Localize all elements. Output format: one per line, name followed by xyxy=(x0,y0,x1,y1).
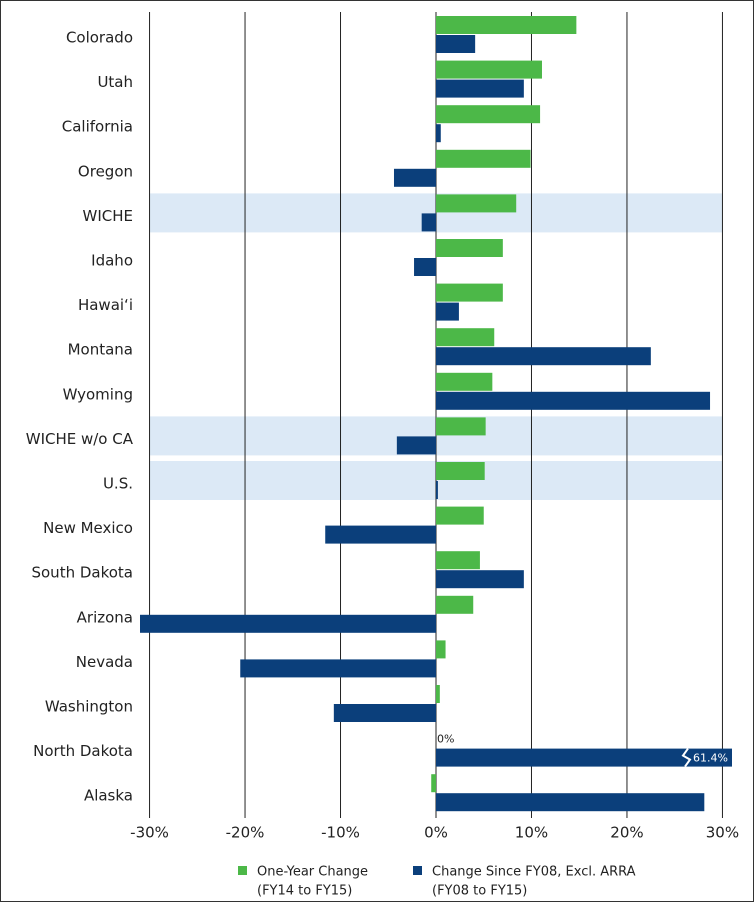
category-label: Washington xyxy=(45,698,133,716)
bar xyxy=(436,748,732,767)
category-label: Colorado xyxy=(66,29,133,47)
axis-break xyxy=(681,748,692,768)
category-label: New Mexico xyxy=(43,519,133,537)
bar xyxy=(421,213,436,232)
bar xyxy=(140,614,436,633)
bar xyxy=(436,506,484,525)
bar xyxy=(436,105,541,124)
legend-label: Change Since FY08, Excl. ARRA xyxy=(432,865,636,880)
category-label: Nevada xyxy=(76,653,133,671)
bar xyxy=(396,436,436,455)
legend-label: One-Year Change xyxy=(257,865,368,880)
value-label: 0% xyxy=(437,733,454,746)
bars xyxy=(140,16,732,812)
category-label: WICHE w/o CA xyxy=(26,430,134,448)
bar xyxy=(436,551,480,570)
bar xyxy=(436,417,486,436)
bar xyxy=(436,60,542,79)
category-label: Utah xyxy=(97,73,133,91)
bar xyxy=(393,168,436,187)
legend-swatch xyxy=(238,866,247,875)
bar xyxy=(436,372,493,391)
category-label: California xyxy=(62,118,133,136)
bar xyxy=(436,239,503,257)
bar xyxy=(436,194,517,213)
category-label: WICHE xyxy=(83,207,134,225)
category-label: South Dakota xyxy=(31,564,133,582)
bar xyxy=(436,302,459,321)
bar xyxy=(436,481,438,499)
bar xyxy=(436,124,441,143)
bar xyxy=(436,391,711,410)
bar xyxy=(333,704,436,722)
bar xyxy=(436,16,577,34)
x-tick-label: -10% xyxy=(321,824,360,842)
bar xyxy=(436,640,446,659)
value-label: 61.4% xyxy=(693,752,728,765)
category-label: Alaska xyxy=(84,787,133,805)
category-label: U.S. xyxy=(103,475,133,493)
bar xyxy=(436,35,476,53)
bar xyxy=(436,347,651,366)
bar xyxy=(436,283,503,302)
bar xyxy=(436,595,474,614)
bar xyxy=(436,462,485,480)
legend-note: (FY14 to FY15) xyxy=(257,884,352,899)
bar xyxy=(436,793,705,812)
legend-swatch xyxy=(413,866,422,875)
x-tick-label: -30% xyxy=(130,824,169,842)
category-label: Arizona xyxy=(77,608,133,626)
bar xyxy=(240,659,436,678)
bar xyxy=(436,328,495,347)
x-tick-label: 20% xyxy=(610,824,643,842)
x-tick-label: 30% xyxy=(706,824,739,842)
x-tick-label: 0% xyxy=(424,824,448,842)
legend-note: (FY08 to FY15) xyxy=(432,884,527,899)
category-label: Montana xyxy=(68,341,133,359)
bar xyxy=(325,525,436,544)
category-label: Wyoming xyxy=(63,385,133,403)
bar xyxy=(436,685,440,703)
bar xyxy=(436,79,524,98)
category-label: Idaho xyxy=(91,252,133,270)
category-label: Hawai‘i xyxy=(78,296,133,314)
bar xyxy=(414,258,436,276)
category-label: North Dakota xyxy=(33,742,133,760)
bar xyxy=(436,149,531,168)
x-tick-label: -20% xyxy=(226,824,265,842)
category-label: Oregon xyxy=(78,162,133,180)
bar xyxy=(431,774,436,793)
bar xyxy=(436,570,524,589)
x-tick-label: 10% xyxy=(515,824,548,842)
